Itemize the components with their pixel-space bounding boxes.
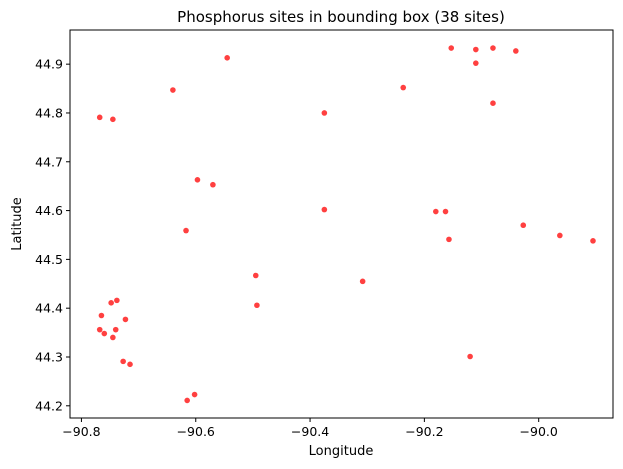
y-tick-label: 44.9 — [35, 57, 63, 72]
site-point — [96, 326, 103, 333]
x-tick-label: −90.2 — [405, 424, 443, 439]
site-point — [224, 55, 230, 61]
site-point — [448, 45, 455, 51]
site-point — [170, 87, 176, 93]
site-point — [194, 177, 201, 183]
site-point — [433, 208, 439, 215]
site-point — [210, 181, 216, 188]
site-point — [114, 297, 120, 304]
site-point — [108, 300, 114, 306]
site-point — [321, 110, 328, 116]
y-tick-label: 44.2 — [35, 398, 63, 413]
site-point — [96, 114, 103, 121]
site-point — [252, 272, 259, 279]
y-tick-label: 44.5 — [35, 252, 63, 267]
site-point — [490, 45, 496, 51]
chart-title: Phosphorus sites in bounding box (38 sit… — [177, 8, 505, 26]
site-point — [557, 232, 563, 239]
site-point — [442, 208, 449, 215]
x-tick-label: −90.8 — [62, 424, 100, 439]
site-point — [110, 334, 116, 341]
site-point — [446, 236, 452, 243]
site-point — [120, 358, 126, 365]
site-point — [191, 391, 198, 398]
site-point — [254, 302, 260, 309]
site-point — [112, 326, 119, 333]
site-point — [184, 397, 190, 404]
site-point — [467, 353, 473, 360]
site-point — [473, 46, 479, 53]
site-point — [590, 238, 596, 244]
site-point — [127, 361, 133, 368]
plot-area — [69, 29, 614, 419]
axes-frame — [69, 29, 614, 419]
y-tick-label: 44.3 — [35, 349, 63, 364]
y-tick-label: 44.6 — [35, 203, 63, 218]
site-point — [321, 206, 328, 213]
points-layer — [96, 45, 596, 404]
site-point — [520, 222, 527, 229]
site-point — [122, 316, 129, 323]
site-point — [101, 330, 108, 337]
site-point — [110, 116, 116, 123]
site-point — [98, 312, 105, 319]
site-point — [490, 100, 496, 107]
x-tick-label: −90.0 — [520, 424, 558, 439]
y-axis-ticks: 44.2 44.3 44.4 44.5 44.6 44.7 44.8 44.9 — [35, 57, 70, 413]
y-tick-label: 44.4 — [35, 301, 63, 316]
x-axis-ticks: −90.8 −90.6 −90.4 −90.2 −90.0 — [62, 418, 558, 439]
y-axis-label: Latitude — [10, 197, 25, 251]
site-point — [359, 278, 366, 285]
site-point — [473, 60, 479, 66]
x-axis-label: Longitude — [309, 444, 374, 459]
site-point — [400, 84, 407, 91]
x-tick-label: −90.6 — [177, 424, 215, 439]
y-tick-label: 44.8 — [35, 105, 63, 120]
x-tick-label: −90.4 — [291, 424, 329, 439]
site-point — [183, 227, 189, 234]
site-point — [513, 48, 519, 54]
y-tick-label: 44.7 — [35, 154, 63, 169]
